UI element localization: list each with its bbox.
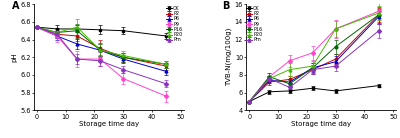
Text: A: A — [12, 1, 19, 11]
X-axis label: Storage time day: Storage time day — [79, 121, 139, 127]
Legend: CK, P2, P6, P9, P16, P20, Pm: CK, P2, P6, P9, P16, P20, Pm — [166, 6, 183, 43]
X-axis label: Storage time day: Storage time day — [291, 121, 351, 127]
Text: B: B — [222, 1, 230, 11]
Y-axis label: TVB-N(mg/100g): TVB-N(mg/100g) — [226, 28, 232, 87]
Y-axis label: pH: pH — [11, 52, 17, 62]
Legend: CK, P2, P6, P9, P16, P20, Pm: CK, P2, P6, P9, P16, P20, Pm — [246, 6, 263, 43]
